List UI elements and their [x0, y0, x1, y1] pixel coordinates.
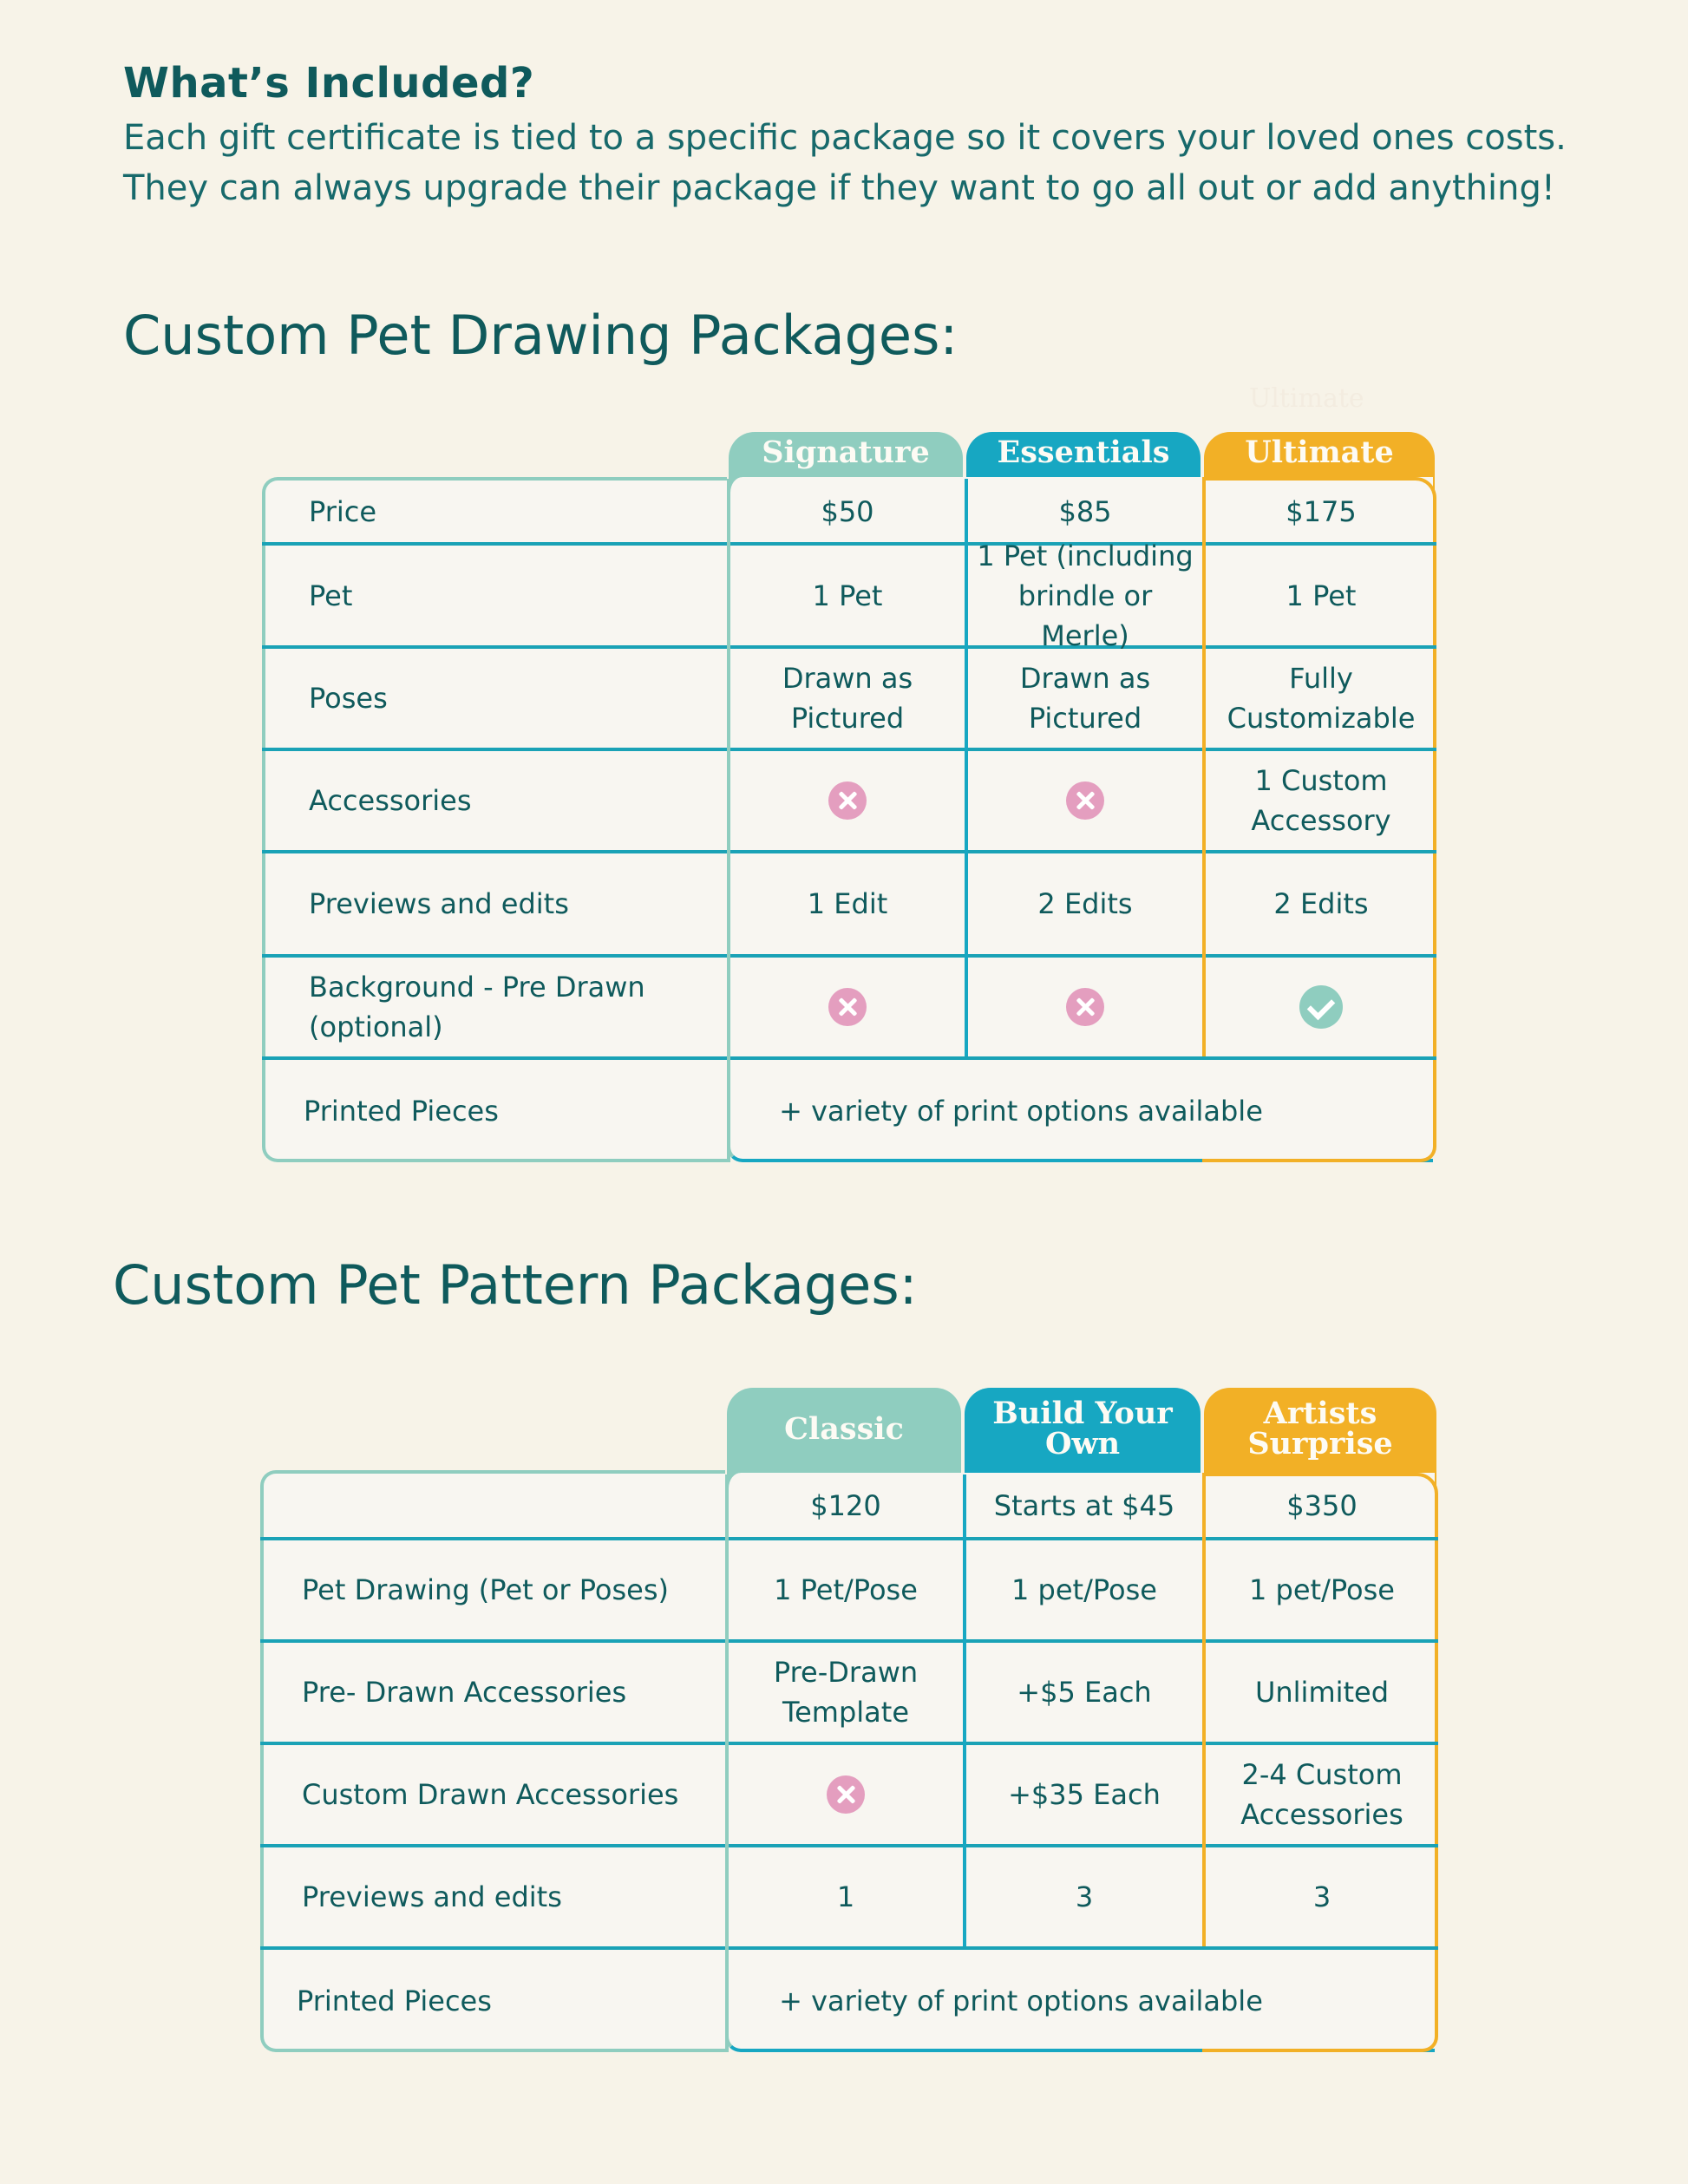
pattern-values-panel [725, 1473, 1435, 2052]
pattern-cell-1 [729, 1745, 963, 1844]
drawing-cell-3: 2 Edits [1273, 887, 1369, 920]
pattern-row-divider [260, 1537, 1438, 1540]
drawing-row-divider [262, 645, 1436, 649]
pattern-premium-panel [1202, 1473, 1438, 2052]
pattern-cell-3: 3 [1312, 1880, 1331, 1913]
drawing-cell-2 [968, 751, 1202, 850]
pattern-cell-3: $350 [1286, 1488, 1358, 1522]
pattern-cell-3: 1 pet/Pose [1249, 1573, 1395, 1606]
drawing-cell-1: 1 Edit [807, 887, 888, 920]
pattern-column-divider [1202, 1475, 1206, 1946]
pattern-row-label [302, 1474, 699, 1537]
pattern-label-panel [260, 1470, 725, 2052]
drawing-values-panel [727, 477, 1433, 1162]
drawing-row-label: Accessories [309, 784, 472, 817]
drawing-row-divider [262, 748, 1436, 751]
drawing-row-divider [262, 850, 1436, 853]
pattern-header-3-line-2: Surprise [1247, 1426, 1393, 1461]
pattern-column-divider [963, 1475, 966, 1946]
intro: What’s Included? Each gift certificate i… [123, 59, 1598, 213]
pattern-cell-2: +$35 Each [1008, 1778, 1161, 1811]
pattern-cell-2: Starts at $45 [993, 1488, 1175, 1522]
drawing-cell-1 [730, 958, 965, 1056]
drawing-cell-2: $85 [1058, 494, 1112, 528]
drawing-row-label: Previews and edits [309, 887, 569, 920]
check-icon [1299, 985, 1343, 1029]
drawing-cell-1 [730, 751, 965, 850]
drawing-cell-3 [1206, 958, 1436, 1056]
drawing-cell-3: $175 [1286, 494, 1357, 528]
pattern-header-3-line-1: Artists [1263, 1396, 1377, 1431]
pattern-cell-1: $120 [810, 1488, 881, 1522]
drawing-cell-3: Fully Customizable [1227, 662, 1416, 735]
pattern-printed-label: Printed Pieces [297, 1985, 492, 2017]
pattern-header-2-line-1: Build Your [992, 1396, 1173, 1431]
pattern-row-divider [260, 1639, 1438, 1643]
pattern-cell-1: 1 [836, 1880, 855, 1913]
pattern-row-divider [260, 1844, 1438, 1847]
drawing-row-label: Pet [309, 579, 353, 612]
pattern-cell-2: 3 [1075, 1880, 1094, 1913]
drawing-cell-2 [968, 958, 1202, 1056]
pattern-cell-3: 2-4 Custom Accessories [1240, 1758, 1403, 1831]
drawing-printed-label: Printed Pieces [304, 1095, 499, 1128]
drawing-column-divider [1202, 479, 1206, 1056]
x-icon [828, 781, 867, 820]
drawing-cell-2: 2 Edits [1037, 887, 1133, 920]
drawing-label-panel [262, 477, 727, 1162]
drawing-cell-2: Drawn as Pictured [1019, 662, 1151, 735]
pattern-cell-2: 1 pet/Pose [1011, 1573, 1157, 1606]
pattern-header-2-line-2: Own [1044, 1426, 1121, 1461]
drawing-cell-1: Drawn as Pictured [782, 662, 913, 735]
drawing-row-divider [262, 542, 1436, 546]
pattern-section-title: Custom Pet Pattern Packages: [113, 1253, 918, 1317]
pattern-row-label: Custom Drawn Accessories [302, 1778, 679, 1811]
drawing-column-divider [965, 479, 968, 1056]
drawing-cell-1: $50 [821, 494, 874, 528]
drawing-row-divider [262, 954, 1436, 958]
pattern-printed-value: + variety of print options available [779, 1985, 1263, 2017]
drawing-row-divider [262, 1056, 1436, 1060]
x-icon [828, 988, 867, 1026]
pattern-cell-2: +$5 Each [1017, 1676, 1152, 1709]
intro-line-2: They can always upgrade their package if… [123, 168, 1555, 208]
x-icon [1066, 781, 1104, 820]
pattern-row-label: Pre- Drawn Accessories [302, 1676, 627, 1709]
x-icon [827, 1775, 865, 1814]
pattern-cell-1: 1 Pet/Pose [774, 1573, 918, 1606]
drawing-column-divider [727, 479, 730, 1162]
pattern-row-label: Pet Drawing (Pet or Poses) [302, 1573, 669, 1606]
x-icon [1066, 988, 1104, 1026]
pattern-row-label: Previews and edits [302, 1880, 562, 1913]
intro-heading: What’s Included? [123, 59, 535, 108]
drawing-premium-panel [1202, 477, 1436, 1162]
drawing-row-label: Background - Pre Drawn (optional) [309, 971, 645, 1043]
drawing-cell-3: 1 Custom Accessory [1251, 764, 1391, 837]
drawing-row-label: Price [309, 494, 377, 528]
drawing-cell-3: 1 Pet [1286, 579, 1357, 612]
drawing-cell-1: 1 Pet [812, 579, 883, 612]
drawing-section-title: Custom Pet Drawing Packages: [123, 304, 958, 367]
pattern-row-divider [260, 1742, 1438, 1745]
drawing-ghost-label: Ultimate [1249, 383, 1364, 414]
drawing-row-label: Poses [309, 682, 388, 715]
drawing-printed-value: + variety of print options available [779, 1095, 1263, 1128]
intro-text: Each gift certificate is tied to a speci… [123, 113, 1598, 213]
pattern-column-divider [725, 1475, 729, 2052]
pattern-cell-1: Pre-Drawn Template [773, 1656, 919, 1729]
intro-line-1: Each gift certificate is tied to a speci… [123, 118, 1567, 158]
pattern-cell-3: Unlimited [1254, 1676, 1390, 1709]
pattern-row-divider [260, 1946, 1438, 1950]
